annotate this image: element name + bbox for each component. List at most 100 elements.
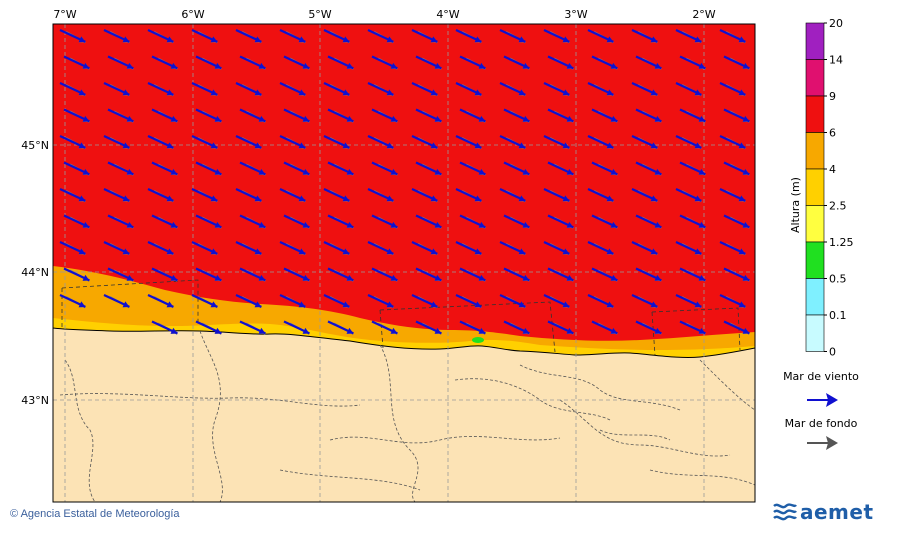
- wind-arrow-head: [82, 62, 90, 69]
- legend-swatch: [805, 205, 825, 243]
- wind-arrow-head: [346, 327, 354, 334]
- legend-level-label: 6: [829, 127, 836, 140]
- lon-label-6w: 6°W: [181, 8, 204, 21]
- wind-arrow-head: [78, 301, 86, 308]
- wind-arrow-head: [698, 168, 706, 175]
- wind-arrow-head: [650, 195, 658, 202]
- wind-arrow-head: [566, 274, 574, 281]
- wind-arrow-head: [298, 142, 306, 149]
- wind-arrow-head: [390, 168, 398, 175]
- wind-arrow-head: [210, 36, 218, 43]
- wind-arrow-head: [430, 36, 438, 43]
- wind-arrow-head: [298, 248, 306, 255]
- wind-arrow-head: [122, 301, 130, 308]
- wind-arrow-head: [82, 221, 90, 228]
- wind-arrow-head: [122, 195, 130, 202]
- wave-height-legend: 20 14 9 6 4 2.5 1.25 0.5 0.1 0: [805, 17, 854, 359]
- wind-arrow-head: [254, 195, 262, 202]
- wind-arrow-head: [650, 301, 658, 308]
- aemet-logo: aemet: [772, 500, 874, 526]
- wind-arrow-head: [386, 195, 394, 202]
- wind-arrow-head: [342, 248, 350, 255]
- wind-arrow-head: [606, 142, 614, 149]
- wind-sea-label: Mar de viento: [783, 370, 859, 383]
- wind-arrow-head: [390, 115, 398, 122]
- legend-swatch: [805, 241, 825, 279]
- wind-arrow-head: [478, 274, 486, 281]
- wind-arrow-head: [430, 142, 438, 149]
- wind-arrow-head: [386, 248, 394, 255]
- wind-arrow-head: [210, 195, 218, 202]
- wind-arrow-head: [258, 62, 266, 69]
- wind-arrow-head: [654, 115, 662, 122]
- wind-arrow-head: [170, 168, 178, 175]
- wind-arrow-head: [606, 301, 614, 308]
- legend-swatch: [805, 22, 825, 60]
- wind-arrow-head: [166, 248, 174, 255]
- wind-arrow-head: [698, 221, 706, 228]
- map-frame: [52, 23, 756, 503]
- wind-arrow-head: [346, 168, 354, 175]
- wind-arrow-head: [694, 301, 702, 308]
- wind-arrow-head: [210, 301, 218, 308]
- wind-arrow-head: [258, 221, 266, 228]
- wind-arrow-head: [170, 62, 178, 69]
- wind-arrow-head: [122, 248, 130, 255]
- wind-arrow-head: [346, 115, 354, 122]
- wind-arrow-head: [650, 248, 658, 255]
- legend-level-label: 9: [829, 90, 836, 103]
- swell-arrow-icon: [807, 436, 838, 450]
- wind-arrow-head: [478, 62, 486, 69]
- wave-direction-arrows: [59, 29, 750, 335]
- wind-arrow-head: [126, 274, 134, 281]
- wind-arrow-head: [566, 327, 574, 334]
- wind-arrow-head: [654, 327, 662, 334]
- wind-arrow-head: [694, 248, 702, 255]
- legend-level-label: 0.5: [829, 273, 847, 286]
- wind-arrow-head: [214, 115, 222, 122]
- wind-arrow-head: [166, 195, 174, 202]
- legend-swatch: [805, 132, 825, 170]
- wind-arrow-head: [742, 168, 750, 175]
- wind-arrow-head: [434, 327, 442, 334]
- wind-arrow-head: [254, 142, 262, 149]
- wind-arrow-head: [122, 142, 130, 149]
- wind-arrow-head: [302, 221, 310, 228]
- wind-arrow-head: [170, 274, 178, 281]
- wind-arrow-head: [606, 248, 614, 255]
- wind-arrow-head: [78, 142, 86, 149]
- wind-arrow-head: [738, 248, 746, 255]
- copyright-icon: ©: [10, 508, 19, 520]
- wind-arrow-head: [562, 248, 570, 255]
- wind-arrow-head: [254, 248, 262, 255]
- wind-arrow-head: [518, 142, 526, 149]
- wind-arrow-head: [562, 89, 570, 96]
- wind-arrow-head: [302, 168, 310, 175]
- swell-label: Mar de fondo: [785, 417, 858, 430]
- wind-arrow-head: [166, 89, 174, 96]
- wind-arrow-head: [78, 195, 86, 202]
- lon-label-2w: 2°W: [692, 8, 715, 21]
- wind-arrow-head: [430, 195, 438, 202]
- wind-arrow-head: [298, 89, 306, 96]
- wind-arrow-head: [606, 89, 614, 96]
- wind-arrow-head: [166, 36, 174, 43]
- wind-arrow-head: [258, 168, 266, 175]
- legend-level-label: 0: [829, 346, 836, 359]
- brand-text: aemet: [800, 500, 874, 524]
- wind-arrow-head: [258, 274, 266, 281]
- wind-arrow-head: [474, 248, 482, 255]
- wind-arrow-head: [698, 274, 706, 281]
- wind-arrow-head: [82, 274, 90, 281]
- wind-arrow-head: [302, 327, 310, 334]
- wind-arrow-head: [254, 301, 262, 308]
- wind-arrow-head: [518, 301, 526, 308]
- wind-arrow-head: [474, 89, 482, 96]
- graticule: [53, 24, 755, 502]
- region-borders: [59, 330, 755, 502]
- wind-arrow-head: [650, 36, 658, 43]
- legend-level-label: 14: [829, 54, 843, 67]
- legend-level-label: 1.25: [829, 236, 854, 249]
- wind-arrow-head: [302, 115, 310, 122]
